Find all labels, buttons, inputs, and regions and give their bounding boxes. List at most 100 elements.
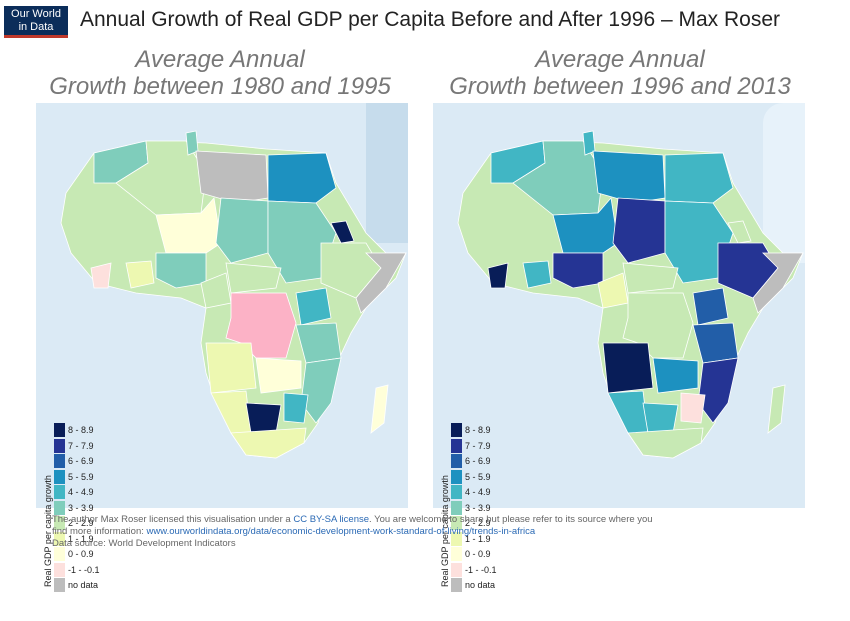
right-legend-row-3: 3 - 3.9 [451, 500, 511, 515]
right-region-angola [602, 342, 654, 394]
right-legend-swatch-6 [451, 454, 462, 468]
right-legend-swatch-2 [451, 516, 462, 530]
right-region-chad [612, 197, 666, 264]
right-legend-row-2: 2 - 2.9 [451, 516, 511, 530]
right-region-namibia [607, 390, 649, 434]
left-legend-swatch-1 [54, 531, 65, 546]
right-map-ocean-arabia [763, 103, 805, 263]
left-legend-row-nodata: no data [54, 578, 114, 592]
left-region-angola [205, 342, 257, 394]
left-region-chad [215, 197, 269, 264]
right-legend-row-8: 8 - 8.9 [451, 423, 511, 437]
right-legend-label-8: 8 - 8.9 [465, 425, 491, 435]
page-title: Annual Growth of Real GDP per Capita Bef… [80, 8, 780, 31]
right-legend-row-neg: -1 - -0.1 [451, 562, 511, 577]
right-map-svg [457, 130, 804, 459]
left-region-car [225, 262, 282, 294]
left-legend-label-5: 5 - 5.9 [68, 471, 94, 482]
left-legend-row-5: 5 - 5.9 [54, 469, 114, 484]
left-region-south-africa [230, 427, 307, 459]
right-region-zambia [652, 357, 699, 394]
left-legend-swatch-4 [54, 485, 65, 499]
right-legend-row-7: 7 - 7.9 [451, 438, 511, 453]
right-legend-swatch-7 [451, 438, 462, 453]
right-legend-label-2: 2 - 2.9 [465, 518, 491, 528]
right-legend-label-7: 7 - 7.9 [465, 440, 491, 451]
footer-data-source: Data source: World Development Indicator… [52, 538, 236, 549]
right-legend-swatch-8 [451, 423, 462, 437]
right-legend-label-4: 4 - 4.9 [465, 487, 491, 497]
logo-line-1: Our World [11, 8, 61, 20]
footer-source-pre: find more information: [52, 526, 147, 537]
right-region-zimbabwe [680, 392, 706, 424]
left-panel-title-line-1: Average Annual [135, 46, 305, 73]
source-link[interactable]: www.ourworldindata.org/data/economic-dev… [146, 526, 536, 537]
footer-license-post: . You are welcome to share but please re… [369, 514, 653, 525]
right-legend-label-neg: -1 - -0.1 [465, 564, 497, 575]
right-panel-title-line-1: Average Annual [535, 46, 705, 73]
left-legend-row-3: 3 - 3.9 [54, 500, 114, 515]
left-legend-swatch-5 [54, 469, 65, 484]
right-region-uganda-kenya [692, 287, 729, 326]
left-region-namibia [210, 390, 252, 434]
left-panel-title-line-2: Growth between 1980 and 1995 [49, 73, 391, 100]
right-legend-swatch-nodata [451, 578, 462, 592]
left-legend-label-1: 1 - 1.9 [68, 533, 94, 544]
right-region-madagascar [767, 384, 786, 434]
logo-line-2: in Data [18, 21, 54, 33]
left-legend-label-nodata: no data [68, 580, 99, 590]
right-region-car [622, 262, 679, 294]
left-region-ghana [125, 260, 155, 289]
left-legend-row-1: 1 - 1.9 [54, 531, 114, 546]
right-legend-label-nodata: no data [465, 580, 496, 590]
left-region-liberia [90, 262, 112, 289]
left-legend-row-4: 4 - 4.9 [54, 485, 114, 499]
right-legend: Real GDP per capita growth 8 - 8.9 7 - 7… [433, 423, 508, 603]
right-legend-label-3: 3 - 3.9 [465, 502, 491, 513]
right-region-liberia [487, 262, 509, 289]
left-region-somalia [355, 252, 407, 314]
left-legend-swatch-6 [54, 454, 65, 468]
left-region-eritrea [330, 220, 355, 244]
right-legend-row-nodata: no data [451, 578, 511, 592]
right-region-south-africa [627, 427, 704, 459]
left-region-botswana [245, 402, 282, 434]
right-region-ghana [522, 260, 552, 289]
right-legend-swatch-5 [451, 469, 462, 484]
right-legend-label-6: 6 - 6.9 [465, 456, 491, 466]
right-map[interactable]: Real GDP per capita growth 8 - 8.9 7 - 7… [433, 103, 805, 592]
right-legend-swatch-4 [451, 485, 462, 499]
left-legend: Real GDP per capita growth 8 - 8.9 7 - 7… [36, 423, 111, 603]
right-region-eritrea [727, 220, 752, 244]
right-region-somalia [752, 252, 804, 314]
right-region-botswana [642, 402, 679, 434]
left-legend-swatch-7 [54, 438, 65, 453]
left-legend-swatch-3 [54, 500, 65, 515]
right-legend-row-5: 5 - 5.9 [451, 469, 511, 484]
license-link[interactable]: CC BY-SA license [293, 514, 370, 525]
left-legend-swatch-neg [54, 562, 65, 577]
right-region-egypt [664, 152, 734, 204]
left-region-uganda-kenya [295, 287, 332, 326]
right-legend-swatch-neg [451, 562, 462, 577]
left-legend-swatch-nodata [54, 578, 65, 592]
left-legend-label-7: 7 - 7.9 [68, 440, 94, 451]
our-world-in-data-logo[interactable]: Our World in Data [4, 6, 68, 38]
left-map-ocean-arabia [366, 103, 408, 243]
left-legend-row-neg: -1 - -0.1 [54, 562, 114, 577]
right-legend-label-5: 5 - 5.9 [465, 471, 491, 482]
right-panel-title: Average Annual Growth between 1996 and 2… [420, 46, 820, 100]
left-region-zambia [255, 357, 302, 394]
right-legend-label-1: 1 - 1.9 [465, 533, 491, 544]
left-legend-row-2: 2 - 2.9 [54, 516, 114, 530]
right-legend-swatch-1 [451, 531, 462, 546]
left-legend-row-8: 8 - 8.9 [54, 423, 114, 437]
left-region-zimbabwe [283, 392, 309, 424]
left-map[interactable]: Real GDP per capita growth 8 - 8.9 7 - 7… [36, 103, 408, 592]
footer-source-line: find more information: www.ourworldindat… [52, 526, 653, 538]
left-legend-label-4: 4 - 4.9 [68, 487, 94, 497]
left-legend-label-neg: -1 - -0.1 [68, 564, 100, 575]
left-region-nigeria [155, 252, 207, 289]
right-legend-label-0: 0 - 0.9 [465, 549, 491, 559]
right-legend-row-1: 1 - 1.9 [451, 531, 511, 546]
